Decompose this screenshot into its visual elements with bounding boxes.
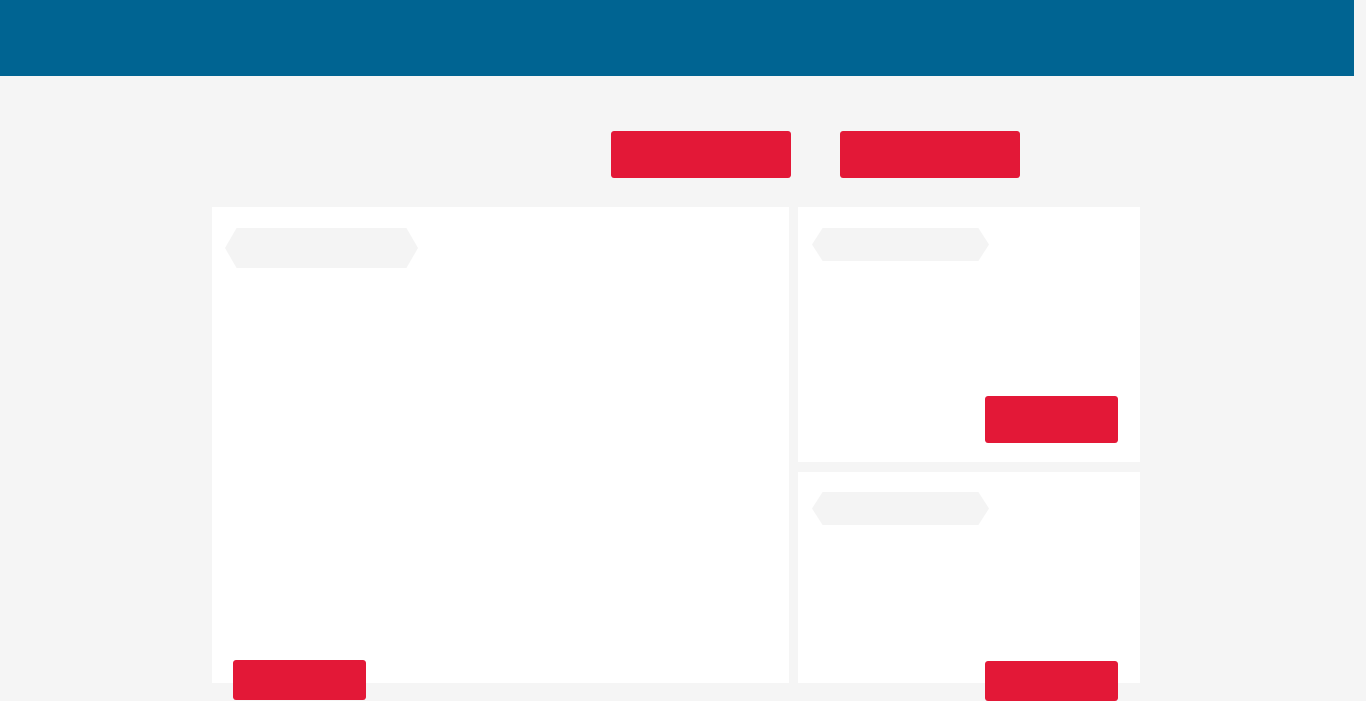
side-panel-top-heading-placeholder: [812, 228, 989, 261]
main-panel-action-button[interactable]: [233, 660, 366, 700]
main-content-panel: [212, 207, 789, 700]
scrollbar-gutter: [1354, 0, 1366, 683]
main-panel-heading-placeholder: [225, 228, 418, 268]
side-panel-bottom-heading-placeholder: [812, 492, 989, 525]
side-panel-top-action-button[interactable]: [985, 396, 1118, 443]
toolbar-secondary-button[interactable]: [840, 131, 1020, 178]
top-header-bar: [0, 0, 1354, 76]
side-panel-top: [798, 207, 1140, 462]
side-panel-bottom-action-button[interactable]: [985, 661, 1118, 701]
side-panel-bottom: [798, 472, 1140, 701]
toolbar-primary-button[interactable]: [611, 131, 791, 178]
